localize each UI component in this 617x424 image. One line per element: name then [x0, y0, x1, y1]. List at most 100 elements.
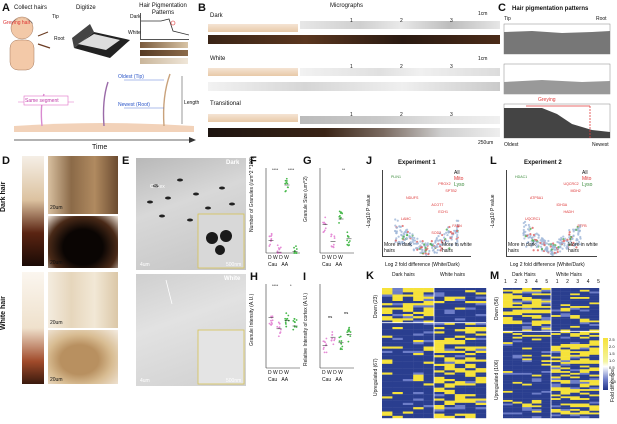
m-svg-cell	[512, 392, 523, 395]
m-svg-cell	[579, 363, 590, 366]
m-svg-cell	[551, 342, 561, 345]
m-svg-cell	[570, 381, 580, 384]
k-svg-cell	[382, 392, 393, 395]
m-svg-cell	[541, 367, 552, 370]
j-svg-point	[431, 246, 434, 249]
k-svg-cell	[475, 322, 487, 326]
k-svg-cell	[465, 389, 476, 393]
j-svg-point	[457, 219, 460, 222]
m-svg-cell	[503, 376, 513, 379]
m-svg-cell	[570, 389, 580, 392]
k-svg-cell	[475, 324, 487, 328]
l-svg-point	[573, 244, 576, 247]
k-svg-cell	[475, 294, 487, 297]
m-svg-cell	[503, 399, 513, 402]
m-svg-cell	[512, 297, 523, 300]
m-svg-cell	[503, 324, 513, 327]
k-svg-cell	[454, 374, 466, 378]
j-svg-point	[411, 240, 414, 243]
k-svg-cell	[423, 335, 435, 339]
m-svg-cell	[570, 403, 580, 406]
k-svg-cell	[413, 381, 424, 384]
j-svg-point	[419, 251, 422, 254]
dot-I-2	[339, 335, 342, 338]
m-svg-cell	[551, 365, 561, 368]
m-svg-cell	[551, 297, 561, 300]
m-svg-cell	[551, 362, 561, 365]
m-svg-cell	[589, 414, 600, 417]
k-svg-cell	[444, 314, 455, 317]
m-svg-cell	[589, 342, 600, 345]
m-svg-cell	[570, 358, 580, 361]
k-svg-cell	[402, 359, 414, 362]
m-svg-cell	[551, 412, 561, 415]
j-xlabel: Log 2 fold difference (White/Dark)	[385, 262, 460, 268]
em-dark-scale-b: 500nm	[226, 262, 242, 268]
l-svg-point	[553, 248, 557, 251]
k-svg-cell	[402, 353, 414, 356]
m-svg-cell	[560, 325, 571, 328]
m-svg-cell	[512, 390, 523, 393]
m-svg-cell	[579, 392, 590, 395]
k-svg-cell	[413, 324, 424, 328]
j-svg-gene-label: LAMC	[401, 217, 411, 221]
m-svg-cell	[560, 298, 571, 301]
m-svg-cell	[512, 363, 523, 366]
l-svg-point	[527, 223, 530, 227]
j-svg-point	[421, 239, 424, 243]
j-svg-point	[401, 242, 404, 245]
k-svg-cell	[475, 394, 487, 397]
j-svg-point	[398, 225, 401, 228]
j-svg-point	[400, 233, 403, 236]
k-svg-cell	[454, 303, 466, 306]
j-svg-point	[406, 233, 409, 237]
m-svg-cell	[503, 403, 513, 406]
m-svg-cell	[551, 353, 561, 356]
k-svg-cell	[454, 309, 466, 313]
m-svg-cell	[589, 416, 600, 419]
k-svg-cell	[413, 303, 424, 306]
k-svg-cell	[382, 366, 393, 369]
m-svg-cell	[560, 327, 571, 330]
m-svg-cell	[551, 414, 561, 417]
m-svg-cell	[579, 333, 590, 336]
k-svg-cell	[402, 348, 414, 352]
m-svg-cell	[560, 315, 571, 318]
m-svg-cell	[551, 374, 561, 377]
m-svg-cell	[531, 306, 542, 309]
greying-label: Greying	[538, 97, 556, 103]
k-svg-cell	[392, 383, 403, 386]
j-svg-point	[412, 242, 415, 245]
dot-H-1	[279, 331, 282, 334]
m-svg-cell	[589, 327, 600, 330]
k-svg-cell	[475, 335, 487, 339]
j-svg-point	[399, 229, 402, 232]
m-svg-cell	[503, 327, 513, 330]
k-svg-cell	[382, 298, 393, 302]
m-svg-cell	[589, 331, 600, 334]
k-svg-cell	[402, 400, 414, 404]
m-svg-cell	[541, 297, 552, 300]
l-svg-point	[551, 251, 554, 254]
l-svg-point	[568, 243, 571, 247]
m-svg-cell	[589, 398, 600, 401]
plot-g: **	[319, 167, 354, 254]
m-svg-cell	[503, 412, 513, 415]
k-svg-cell	[392, 294, 403, 297]
k-svg-cell	[465, 402, 476, 406]
dark-scale: 1cm	[478, 11, 488, 17]
k-svg-cell	[392, 381, 403, 384]
dot-I-2	[338, 340, 341, 343]
timeline-diagram	[14, 73, 196, 143]
m-svg-cell	[589, 334, 600, 337]
k-svg-cell	[444, 413, 455, 417]
m-svg-cell	[589, 401, 600, 404]
m-svg-cell	[579, 291, 590, 294]
white-hair-zoom-1	[48, 272, 118, 328]
k-svg-cell	[413, 292, 424, 295]
m-svg-cell	[551, 316, 561, 319]
dark-hair-whole	[22, 156, 44, 266]
dot-I-3	[347, 333, 349, 336]
m-svg-cell	[541, 320, 552, 323]
l-svg-point	[570, 237, 574, 241]
